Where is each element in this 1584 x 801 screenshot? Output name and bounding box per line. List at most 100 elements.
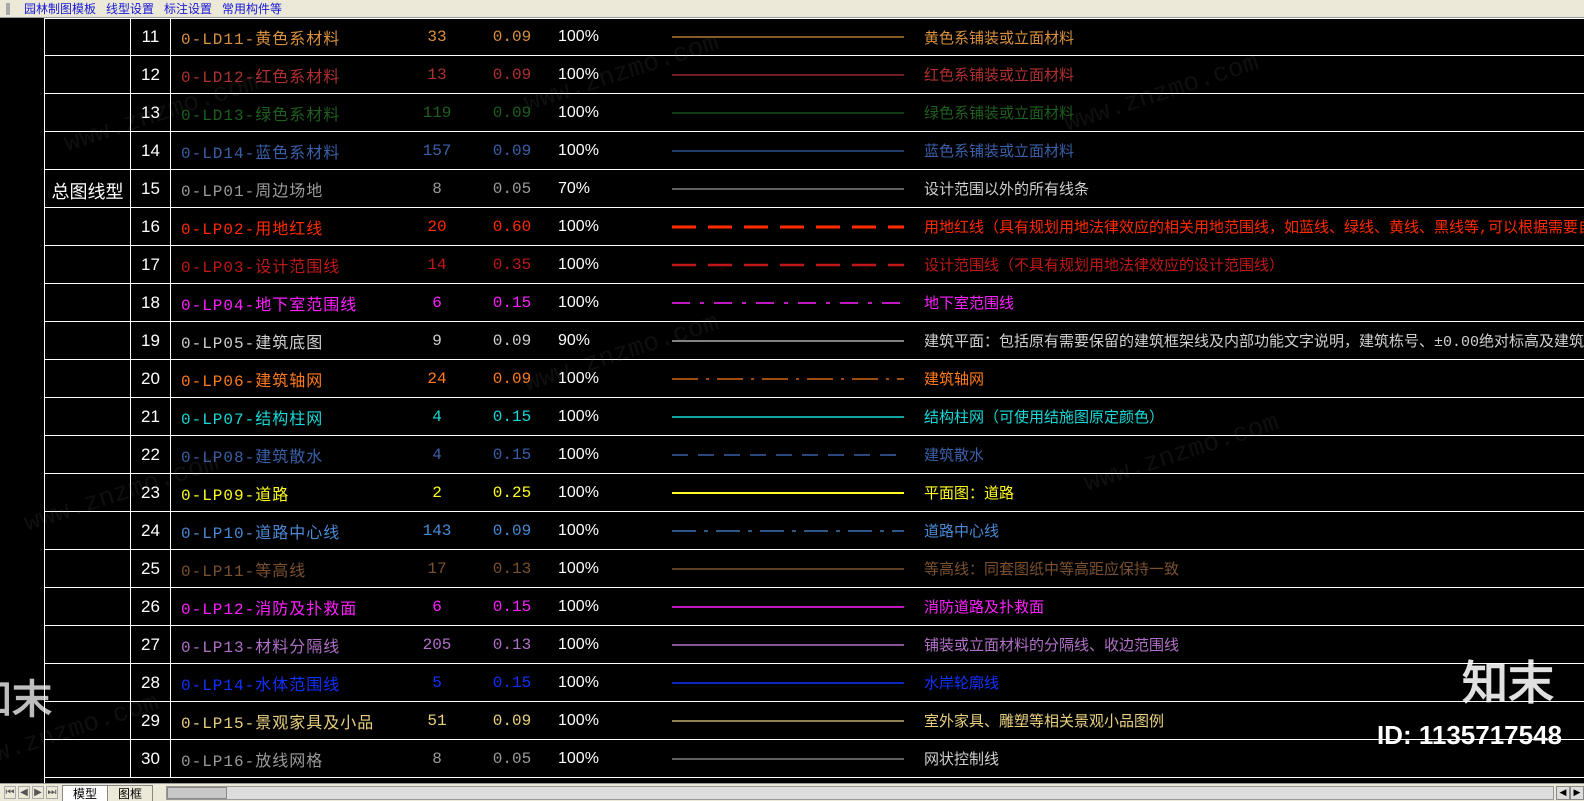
cell-lineweight: 0.13 — [472, 626, 552, 663]
cell-plot-pct: 100% — [552, 19, 660, 55]
cell-line-sample — [660, 170, 916, 207]
cell-description: 绿色系铺装或立面材料 — [916, 94, 1584, 131]
cell-layer-name: 0-LP04-地下室范围线 — [171, 284, 402, 321]
cell-lineweight: 0.15 — [472, 284, 552, 321]
cell-color-index: 24 — [402, 360, 472, 397]
category-label-text: 总图线型 — [52, 178, 124, 204]
cell-line-sample — [660, 474, 916, 511]
cell-layer-name: 0-LP11-等高线 — [171, 550, 402, 587]
cell-plot-pct: 100% — [552, 588, 660, 625]
cell-lineweight: 0.15 — [472, 664, 552, 701]
cell-color-index: 119 — [402, 94, 472, 131]
cell-line-sample — [660, 284, 916, 321]
table-row: 270-LP13-材料分隔线2050.13100%铺装或立面材料的分隔线、收边范… — [44, 626, 1584, 664]
table-row: 160-LP02-用地红线200.60100%用地红线（具有规划用地法律效应的相… — [44, 208, 1584, 246]
cell-plot-pct: 100% — [552, 512, 660, 549]
table-row: 150-LP01-周边场地80.0570%设计范围以外的所有线条 — [44, 170, 1584, 208]
tab-first-icon[interactable]: ⏮ — [4, 786, 16, 799]
cell-description: 道路中心线 — [916, 512, 1584, 549]
tab-nav: ⏮ ◀ ▶ ⏭ — [0, 786, 62, 799]
table-row: 180-LP04-地下室范围线60.15100%地下室范围线 — [44, 284, 1584, 322]
cell-layer-name: 0-LP01-周边场地 — [171, 170, 402, 207]
cell-layer-name: 0-LD11-黄色系材料 — [171, 19, 402, 55]
hscroll-track[interactable] — [166, 786, 1554, 800]
cell-color-index: 8 — [402, 740, 472, 777]
tab-prev-icon[interactable]: ◀ — [18, 786, 30, 799]
cell-layer-name: 0-LD14-蓝色系材料 — [171, 132, 402, 169]
cell-lineweight: 0.09 — [472, 512, 552, 549]
cell-category — [44, 132, 131, 169]
menu-item[interactable]: 标注设置 — [164, 0, 212, 17]
cell-plot-pct: 100% — [552, 474, 660, 511]
cell-line-sample — [660, 132, 916, 169]
cell-lineweight: 0.09 — [472, 56, 552, 93]
cell-lineweight: 0.05 — [472, 740, 552, 777]
cell-plot-pct: 100% — [552, 398, 660, 435]
cell-index: 28 — [131, 664, 171, 701]
cell-line-sample — [660, 702, 916, 739]
table-row: 220-LP08-建筑散水40.15100%建筑散水 — [44, 436, 1584, 474]
cell-description: 设计范围以外的所有线条 — [916, 170, 1584, 207]
table-row: 300-LP16-放线网格80.05100%网状控制线 — [44, 740, 1584, 778]
menu-item[interactable]: 线型设置 — [106, 0, 154, 17]
cell-description: 蓝色系铺装或立面材料 — [916, 132, 1584, 169]
cell-line-sample — [660, 740, 916, 777]
cell-lineweight: 0.09 — [472, 19, 552, 55]
menu-item[interactable]: 园林制图模板 — [24, 0, 96, 17]
drawing-canvas[interactable]: 110-LD11-黄色系材料330.09100%黄色系铺装或立面材料120-LD… — [0, 18, 1584, 783]
cell-line-sample — [660, 588, 916, 625]
cell-line-sample — [660, 208, 916, 245]
tab-label: 模型 — [73, 785, 97, 801]
hscroll-thumb[interactable] — [167, 787, 227, 799]
cell-line-sample — [660, 664, 916, 701]
cell-index: 18 — [131, 284, 171, 321]
cell-plot-pct: 100% — [552, 664, 660, 701]
table-row: 130-LD13-绿色系材料1190.09100%绿色系铺装或立面材料 — [44, 94, 1584, 132]
table-row: 170-LP03-设计范围线140.35100%设计范围线（不具有规划用地法律效… — [44, 246, 1584, 284]
cell-color-index: 33 — [402, 19, 472, 55]
table-row: 120-LD12-红色系材料130.09100%红色系铺装或立面材料 — [44, 56, 1584, 94]
cell-lineweight: 0.25 — [472, 474, 552, 511]
cell-index: 19 — [131, 322, 171, 359]
cell-index: 12 — [131, 56, 171, 93]
cell-lineweight: 0.09 — [472, 132, 552, 169]
cell-color-index: 20 — [402, 208, 472, 245]
menu-bar: 园林制图模板 线型设置 标注设置 常用构件等 — [0, 0, 1584, 18]
menu-item[interactable]: 常用构件等 — [222, 0, 282, 17]
cell-plot-pct: 100% — [552, 208, 660, 245]
cell-line-sample — [660, 322, 916, 359]
cell-plot-pct: 100% — [552, 360, 660, 397]
category-label: 总图线型 — [44, 170, 131, 778]
cell-line-sample — [660, 436, 916, 473]
hscroll-left-icon[interactable]: ◀ — [1556, 786, 1570, 800]
cell-color-index: 17 — [402, 550, 472, 587]
cell-plot-pct: 100% — [552, 626, 660, 663]
cell-line-sample — [660, 19, 916, 55]
hscroll-right-icon[interactable]: ▶ — [1570, 786, 1584, 800]
cell-index: 25 — [131, 550, 171, 587]
cell-index: 22 — [131, 436, 171, 473]
tab-model[interactable]: 模型 — [62, 785, 108, 801]
watermark-brand: 知末 — [1462, 647, 1554, 713]
cell-index: 16 — [131, 208, 171, 245]
cell-line-sample — [660, 56, 916, 93]
cell-color-index: 2 — [402, 474, 472, 511]
cell-index: 17 — [131, 246, 171, 283]
table-row: 240-LP10-道路中心线1430.09100%道路中心线 — [44, 512, 1584, 550]
cell-color-index: 13 — [402, 56, 472, 93]
tab-next-icon[interactable]: ▶ — [32, 786, 44, 799]
table-row: 140-LD14-蓝色系材料1570.09100%蓝色系铺装或立面材料 — [44, 132, 1584, 170]
cell-description: 结构柱网（可使用结施图原定颜色） — [916, 398, 1584, 435]
watermark-brand: 知末 — [0, 667, 52, 725]
cell-plot-pct: 100% — [552, 740, 660, 777]
tab-last-icon[interactable]: ⏭ — [46, 786, 58, 799]
cell-layer-name: 0-LP05-建筑底图 — [171, 322, 402, 359]
cell-color-index: 4 — [402, 398, 472, 435]
table-row: 200-LP06-建筑轴网240.09100%建筑轴网 — [44, 360, 1584, 398]
table-row: 110-LD11-黄色系材料330.09100%黄色系铺装或立面材料 — [44, 18, 1584, 56]
table-row: 210-LP07-结构柱网40.15100%结构柱网（可使用结施图原定颜色） — [44, 398, 1584, 436]
cell-plot-pct: 70% — [552, 170, 660, 207]
tab-layout[interactable]: 图框 — [107, 785, 153, 801]
cell-index: 30 — [131, 740, 171, 777]
app-frame: 园林制图模板 线型设置 标注设置 常用构件等 110-LD11-黄色系材料330… — [0, 0, 1584, 801]
